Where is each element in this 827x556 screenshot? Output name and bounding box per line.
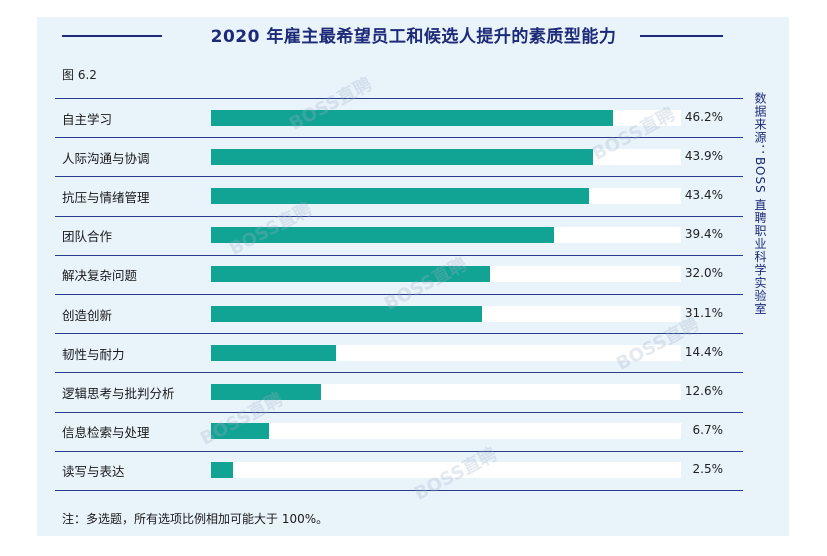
bar-track [211, 462, 681, 479]
figure-label: 图 6.2 [62, 68, 97, 82]
bar [211, 109, 614, 126]
value-label: 32.0% [684, 266, 723, 281]
row-separator [55, 254, 743, 256]
row-separator [55, 176, 743, 178]
row-separator [55, 450, 743, 452]
value-label: 43.4% [684, 188, 723, 202]
value-label: 43.9% [684, 148, 723, 163]
row-separator [55, 490, 743, 491]
title-rule-right [640, 35, 723, 37]
row-separator [55, 98, 743, 99]
category-label: 信息检索与处理 [62, 425, 150, 441]
row-separator [55, 215, 743, 217]
bar [211, 227, 554, 244]
bar [211, 462, 233, 479]
value-label: 14.4% [684, 344, 723, 359]
category-label: 自主学习 [62, 111, 113, 127]
category-label: 抗压与情绪管理 [62, 190, 150, 205]
bar [211, 384, 321, 400]
category-label: 韧性与耐力 [62, 346, 125, 362]
bar-track [211, 384, 681, 400]
row-separator [55, 137, 743, 139]
value-label: 46.2% [684, 109, 723, 124]
data-source: 数据来源：BOSS 直聘职业科学实验室 [753, 92, 767, 316]
row-separator [55, 372, 743, 374]
row-separator [55, 333, 743, 335]
row-separator [55, 294, 743, 295]
bar-track [211, 423, 681, 440]
category-label: 人际沟通与协调 [62, 150, 150, 166]
category-label: 逻辑思考与批判分析 [62, 386, 175, 401]
bar [211, 148, 594, 165]
value-label: 2.5% [692, 462, 724, 477]
footnote: 注：多选题，所有选项比例相加可能大于 100%。 [62, 512, 329, 526]
bar [211, 188, 589, 204]
value-label: 39.4% [684, 227, 723, 242]
category-label: 团队合作 [62, 229, 113, 245]
category-label: 创造创新 [62, 307, 113, 323]
title-rule-left [62, 35, 162, 37]
bar [211, 344, 337, 361]
bar [211, 305, 482, 322]
category-label: 读写与表达 [62, 464, 125, 480]
value-label: 12.6% [684, 384, 723, 398]
value-label: 31.1% [684, 305, 723, 320]
category-label: 解决复杂问题 [62, 268, 138, 284]
chart-title: 2020 年雇主最希望员工和候选人提升的素质型能力 [210, 27, 617, 47]
bar [211, 423, 270, 440]
bar [211, 266, 490, 283]
row-separator [55, 411, 743, 413]
value-label: 6.7% [692, 423, 724, 438]
